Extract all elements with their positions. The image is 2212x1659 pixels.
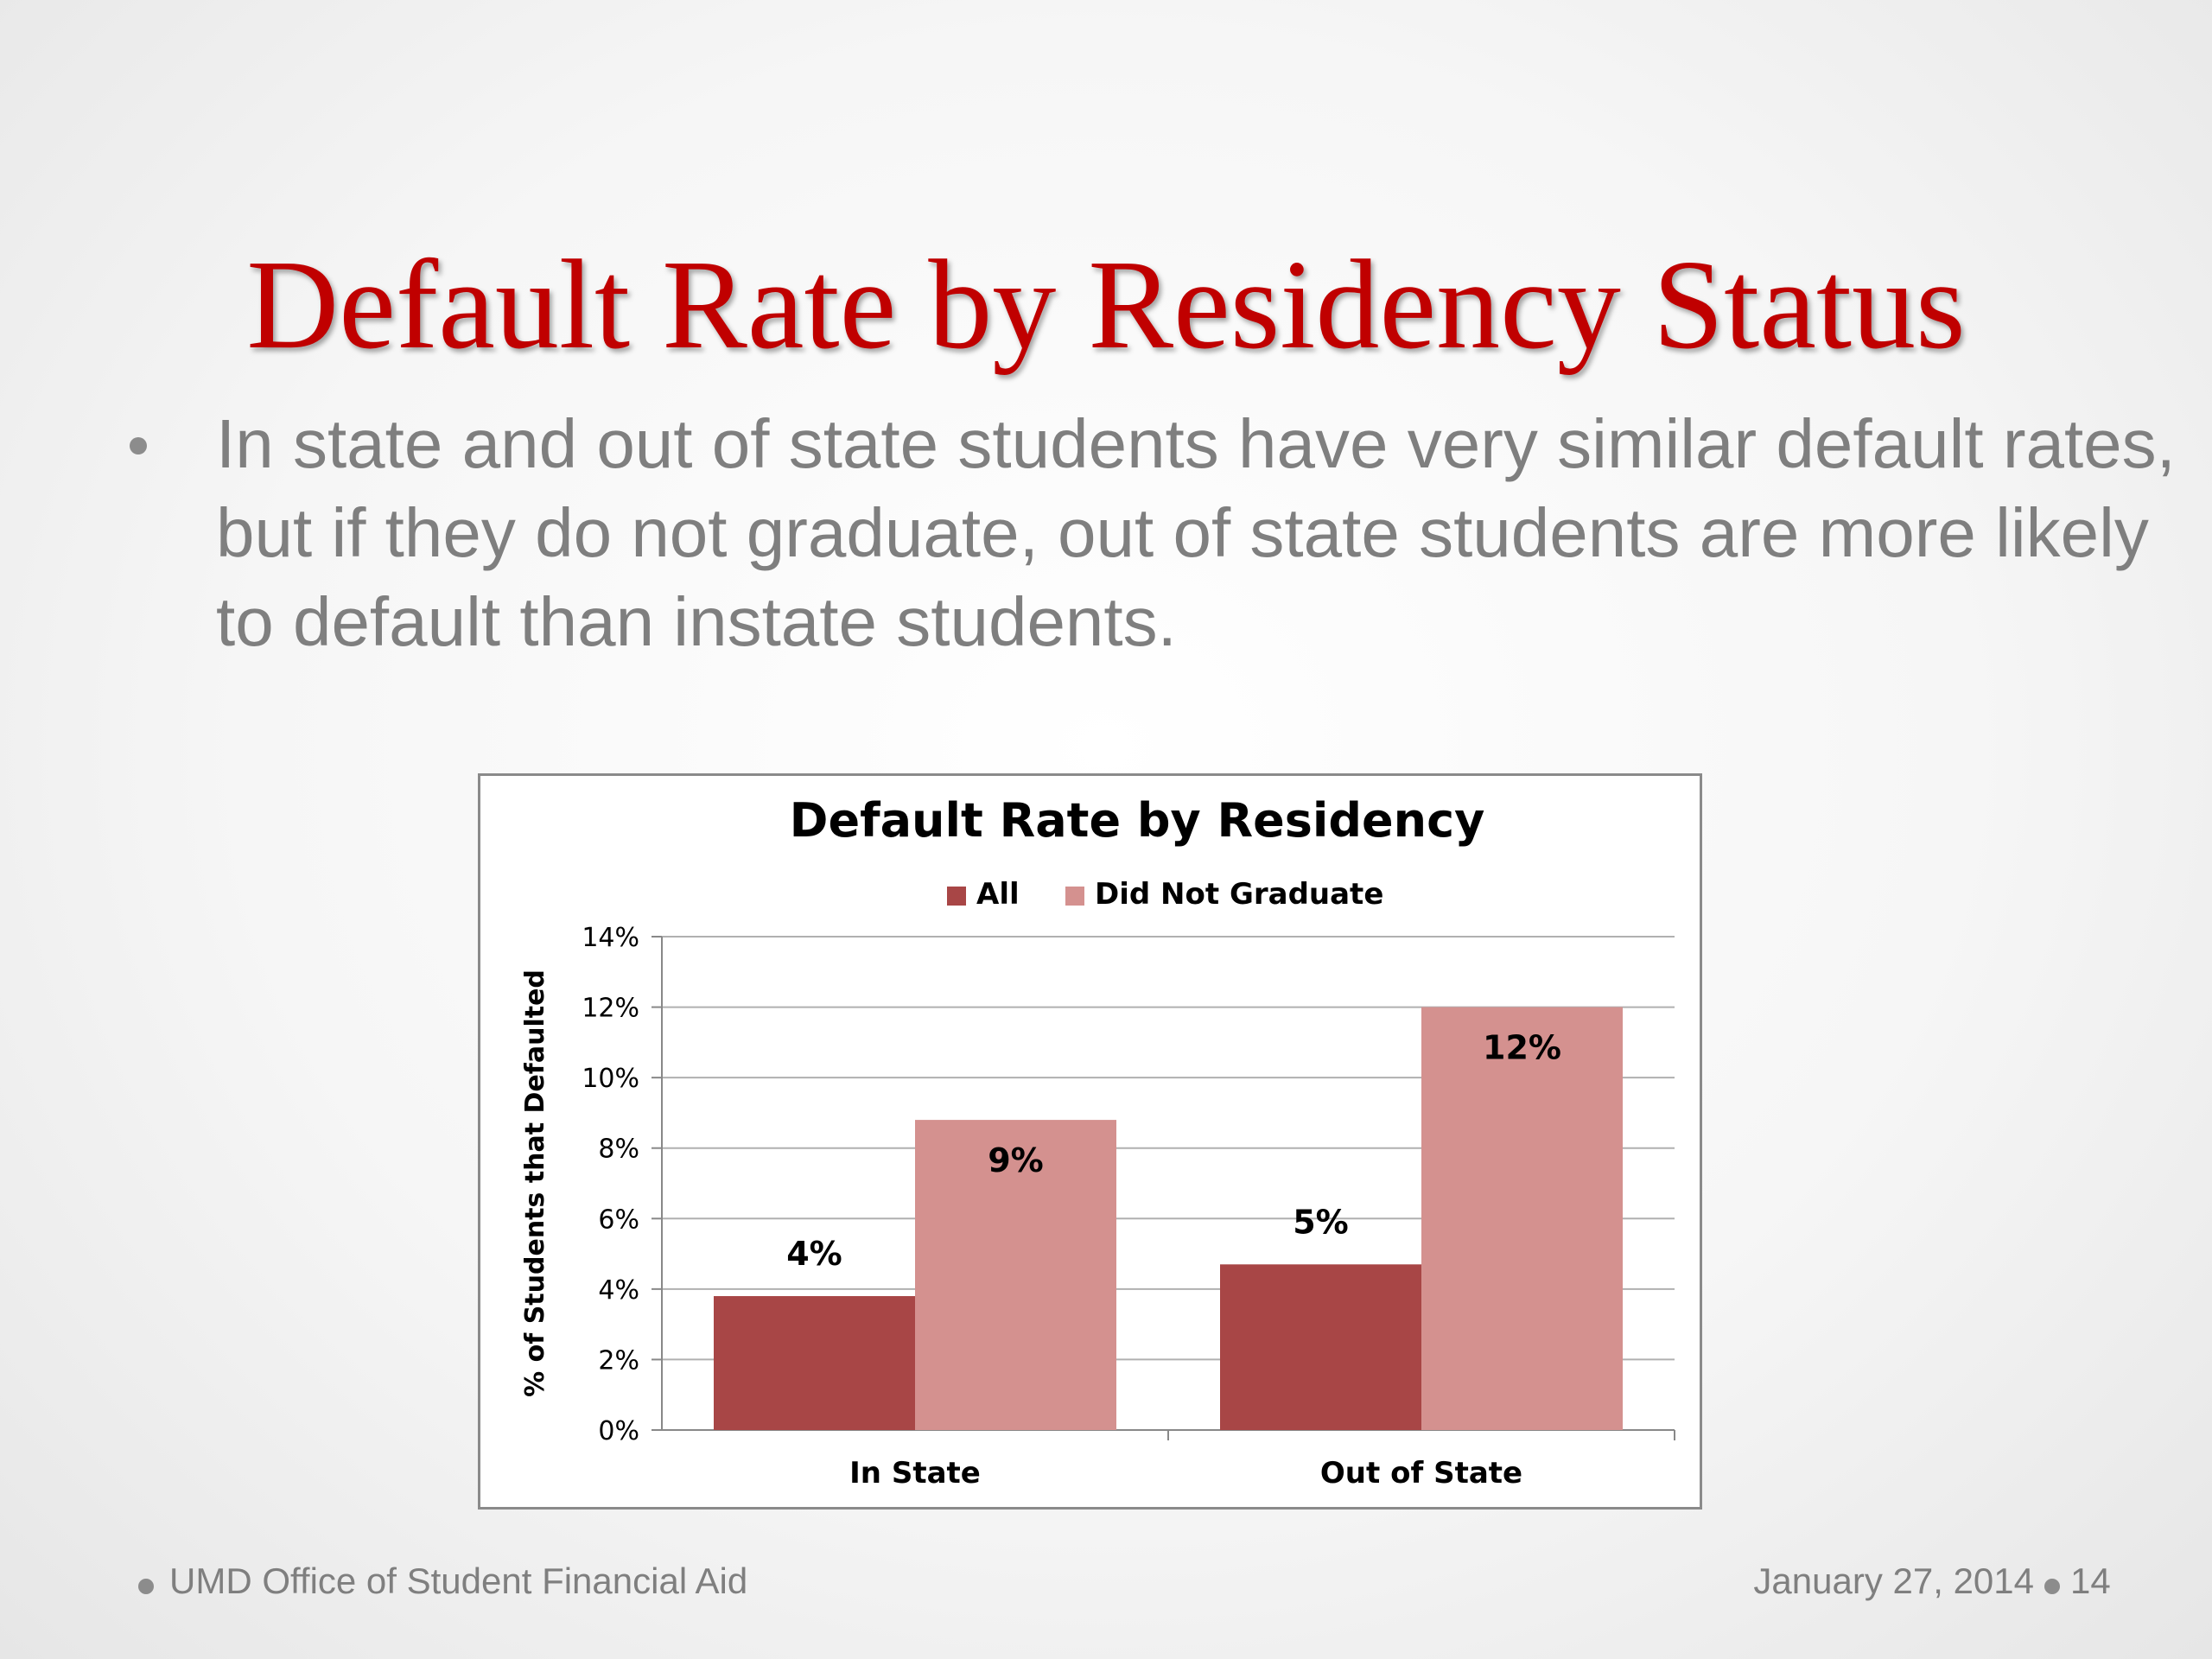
x-tick-label: In State <box>849 1456 981 1491</box>
data-label: 5% <box>1293 1203 1349 1241</box>
legend-label-2: Did Not Graduate <box>1095 877 1383 912</box>
y-tick-label: 2% <box>598 1345 639 1376</box>
bar-all-1 <box>714 1296 915 1430</box>
legend-swatch-1 <box>947 887 966 906</box>
data-label: 12% <box>1483 1029 1561 1067</box>
bar-all-2 <box>1220 1264 1421 1430</box>
y-tick-label: 6% <box>598 1205 639 1235</box>
data-label: 9% <box>988 1141 1044 1179</box>
footer-right-dot-icon <box>2044 1579 2060 1594</box>
x-tick-label: Out of State <box>1320 1456 1522 1491</box>
y-tick-label: 10% <box>582 1064 639 1094</box>
chart-frame: Default Rate by Residency All Did Not Grad… <box>478 773 1702 1510</box>
data-label: 4% <box>786 1235 842 1273</box>
chart-title: Default Rate by Residency <box>790 793 1485 848</box>
y-tick-label: 8% <box>598 1135 639 1165</box>
y-axis-label: % of Students that Defaulted <box>520 969 550 1397</box>
y-tick-label: 14% <box>582 923 639 953</box>
bar-chart: Default Rate by Residency All Did Not Grad… <box>520 793 1675 1491</box>
footer-left-dot-icon <box>138 1579 154 1594</box>
page-number: 14 <box>2070 1560 2111 1601</box>
bar-did-not-graduate-2 <box>1421 1007 1623 1430</box>
y-tick-label: 4% <box>598 1275 639 1306</box>
legend-label-1: All <box>976 877 1020 912</box>
y-tick-label: 12% <box>582 994 639 1024</box>
y-tick-label: 0% <box>598 1416 639 1446</box>
bullet-dot-icon <box>130 437 147 454</box>
slide-title: Default Rate by Residency Status <box>246 234 1966 376</box>
legend-swatch-2 <box>1065 887 1084 906</box>
bar-did-not-graduate-1 <box>915 1120 1116 1430</box>
footer-date: January 27, 2014 <box>1753 1560 2034 1601</box>
bullet-text: In state and out of state students have … <box>216 405 2176 660</box>
footer-organization: UMD Office of Student Financial Aid <box>169 1560 748 1601</box>
